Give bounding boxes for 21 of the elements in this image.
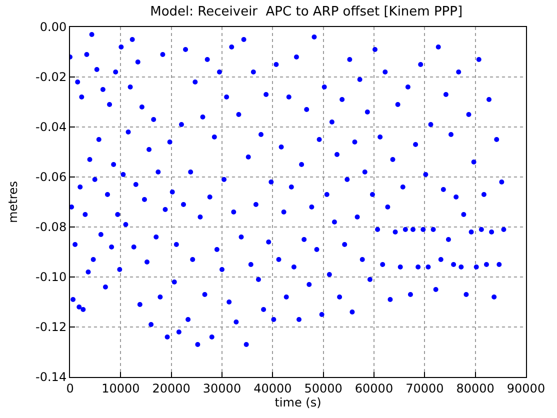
- y-tick-label: -0.04: [36, 120, 67, 134]
- x-tick-label: 90000: [506, 381, 546, 396]
- x-tick-label: 70000: [406, 381, 444, 396]
- y-tick-label: -0.08: [36, 220, 67, 234]
- y-tick-label: -0.12: [36, 320, 67, 334]
- y-tick-label: -0.10: [36, 270, 67, 284]
- x-tick-label: 20000: [152, 381, 190, 396]
- x-tick-label: 80000: [456, 381, 494, 396]
- chart-title: Model: Receiveir APC to ARP offset [Kinem PPP]: [150, 4, 463, 20]
- y-tick-label: -0.14: [36, 370, 67, 384]
- x-axis-title: time (s): [274, 395, 322, 410]
- y-tick-label: -0.02: [36, 70, 67, 84]
- y-axis-title: metres: [6, 180, 20, 224]
- x-tick-label: 0: [66, 381, 74, 396]
- x-tick-label: 60000: [354, 381, 394, 396]
- x-tick-label: 30000: [202, 381, 242, 396]
- x-tick-label: 40000: [254, 381, 292, 396]
- y-tick-label: -0.06: [36, 170, 67, 184]
- x-tick-label: 10000: [102, 381, 140, 396]
- x-tick-label: 50000: [304, 381, 342, 396]
- y-tick-label: 0.00: [40, 20, 67, 34]
